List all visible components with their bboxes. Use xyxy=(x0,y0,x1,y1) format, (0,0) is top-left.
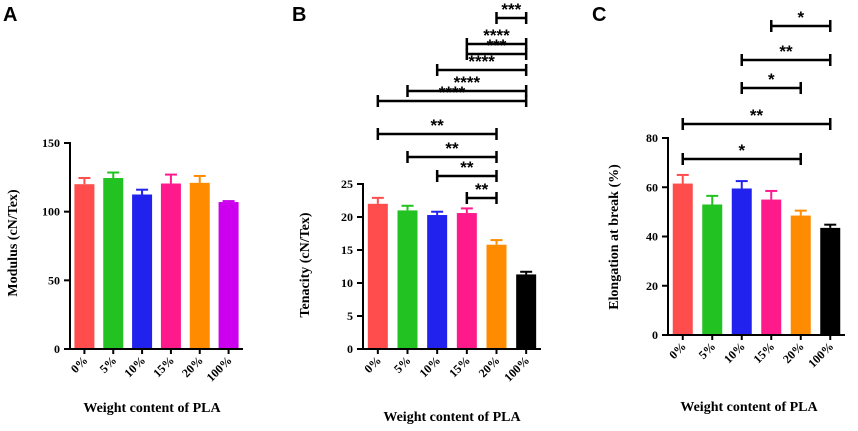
panel-c-bar-6 xyxy=(820,227,841,335)
panel-b-x-tick-label: 20% xyxy=(476,353,503,380)
panel-c-x-tick-label: 100% xyxy=(805,339,836,370)
panel-c: C Elongation at break (%) Weight content… xyxy=(592,4,845,415)
panel-b-y-tick-label: 25 xyxy=(341,177,353,191)
panel-b-y-tick-label: 10 xyxy=(341,276,353,290)
panel-a: A Modulus (cN/Tex) Weight content of PLA… xyxy=(3,4,243,416)
panel-a-bar-5 xyxy=(189,182,210,349)
panel-c-x-tick-label: 0% xyxy=(666,339,689,362)
panel-c-significance-label: ** xyxy=(779,42,793,61)
panel-c-y-axis-title: Elongation at break (%) xyxy=(607,164,622,310)
panel-a-x-tick-label: 5% xyxy=(97,353,120,376)
panel-b-y-tick-label: 0 xyxy=(347,342,353,356)
panel-b-significance-label: **** xyxy=(454,73,481,92)
panel-b-x-axis-title: Weight content of PLA xyxy=(383,410,521,425)
panel-b-x-tick-label: 0% xyxy=(361,353,384,376)
panel-a-y-tick-label: 50 xyxy=(48,273,60,287)
panel-c-x-tick-label: 10% xyxy=(721,339,748,366)
panel-b-bar-2 xyxy=(397,210,418,349)
panel-b-x-tick-label: 5% xyxy=(391,353,414,376)
panel-a-bar-3 xyxy=(132,194,153,349)
panel-c-bar-5 xyxy=(790,215,811,335)
panel-c-x-tick-label: 15% xyxy=(751,339,778,366)
panel-a-x-axis-title: Weight content of PLA xyxy=(83,401,221,416)
panel-c-significance-label: * xyxy=(738,141,745,160)
panel-b-significance-label: *** xyxy=(487,36,507,55)
panel-b-significance-label: **** xyxy=(483,26,510,45)
panel-b-significance-label: **** xyxy=(439,83,466,102)
panel-c-y-tick-label: 40 xyxy=(646,230,658,244)
panel-b-y-tick-label: 15 xyxy=(341,243,353,257)
panel-a-x-tick-label: 10% xyxy=(121,353,148,380)
panel-c-bar-1 xyxy=(672,183,693,335)
panel-a-bar-2 xyxy=(103,178,124,349)
panel-letter-b: B xyxy=(292,4,306,26)
panel-c-bar-3 xyxy=(731,188,752,335)
panel-c-y-tick-label: 0 xyxy=(652,328,658,342)
panel-b-y-tick-label: 5 xyxy=(347,309,353,323)
panel-b-significance-label: *** xyxy=(501,0,521,19)
panel-a-y-axis-title: Modulus (cN/Tex) xyxy=(6,189,21,297)
panel-a-x-tick-label: 100% xyxy=(204,353,235,384)
panel-a-bar-1 xyxy=(74,184,95,349)
panel-b: B Tenacity (cN/Tex) Weight content of PL… xyxy=(292,0,541,425)
panel-c-bar-2 xyxy=(702,204,723,335)
panel-a-x-tick-label: 15% xyxy=(150,353,177,380)
panel-b-y-tick-label: 20 xyxy=(341,210,353,224)
panel-b-significance-label: ** xyxy=(445,139,459,158)
panel-c-x-axis-title: Weight content of PLA xyxy=(680,400,818,415)
panel-b-x-tick-label: 100% xyxy=(501,353,532,384)
panel-b-bar-4 xyxy=(456,213,477,349)
panel-b-significance-label: ** xyxy=(460,158,474,177)
panel-b-bar-5 xyxy=(486,244,507,349)
panel-a-x-tick-label: 0% xyxy=(68,353,91,376)
panel-c-significance-label: ** xyxy=(750,106,764,125)
panel-b-x-tick-label: 10% xyxy=(416,353,443,380)
panel-a-y-tick-label: 100 xyxy=(42,205,60,219)
panel-a-bar-4 xyxy=(160,183,181,349)
panel-c-significance-label: * xyxy=(768,70,775,89)
panel-letter-c: C xyxy=(592,4,606,26)
panel-b-bar-3 xyxy=(427,215,448,349)
panel-b-significance-label: ** xyxy=(475,180,489,199)
panel-b-significance-label: ** xyxy=(431,116,445,135)
panel-a-bar-6 xyxy=(218,202,239,349)
panel-b-significance-label: **** xyxy=(468,52,495,71)
panel-c-x-tick-label: 20% xyxy=(780,339,807,366)
panel-b-y-axis-title: Tenacity (cN/Tex) xyxy=(298,212,313,317)
panel-letter-a: A xyxy=(3,4,17,26)
panel-c-y-tick-label: 80 xyxy=(646,131,658,145)
panel-a-y-tick-label: 150 xyxy=(42,136,60,150)
panel-c-significance-label: * xyxy=(797,8,804,27)
panel-b-x-tick-label: 15% xyxy=(446,353,473,380)
panel-b-bar-6 xyxy=(516,274,537,349)
panel-a-x-tick-label: 20% xyxy=(179,353,206,380)
panel-b-bar-1 xyxy=(367,203,388,349)
panel-a-y-tick-label: 0 xyxy=(54,342,60,356)
panel-c-x-tick-label: 5% xyxy=(696,339,719,362)
panel-c-y-tick-label: 20 xyxy=(646,279,658,293)
panel-c-bar-4 xyxy=(761,199,782,335)
panel-c-y-tick-label: 60 xyxy=(646,180,658,194)
